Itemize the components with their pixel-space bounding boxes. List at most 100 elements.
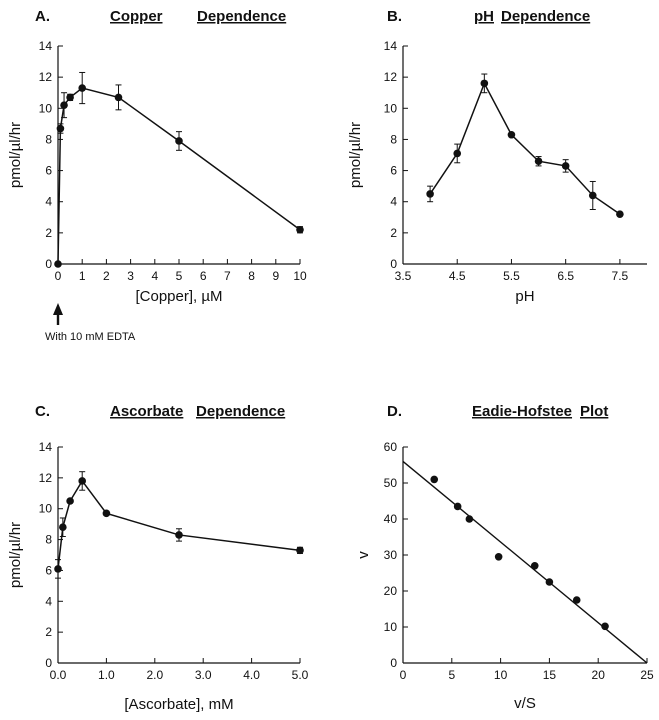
data-point	[494, 553, 503, 561]
x-axis-label: pH	[515, 288, 534, 305]
panel-title-word: Dependence	[197, 8, 286, 25]
y-tick-label: 12	[39, 70, 53, 84]
panel-title-word: Copper	[110, 8, 163, 25]
y-tick-label: 4	[45, 195, 52, 209]
x-tick-label: 4.5	[449, 269, 466, 283]
y-tick-label: 0	[390, 257, 397, 271]
edta-arrow-head	[53, 303, 63, 315]
data-point	[114, 93, 123, 102]
y-tick-label: 2	[390, 226, 397, 240]
x-tick-label: 0	[55, 269, 62, 283]
data-point	[66, 497, 74, 505]
y-tick-label: 10	[384, 620, 398, 634]
y-tick-label: 60	[384, 440, 398, 454]
y-tick-label: 2	[45, 226, 52, 240]
y-tick-label: 0	[45, 257, 52, 271]
x-tick-label: 4	[151, 269, 158, 283]
y-tick-label: 40	[384, 512, 398, 526]
y-tick-label: 14	[39, 440, 53, 454]
y-tick-label: 14	[384, 39, 398, 53]
panel-letter: A.	[35, 8, 50, 25]
x-tick-label: 15	[543, 668, 557, 682]
y-tick-label: 10	[39, 502, 53, 516]
y-tick-label: 12	[39, 471, 53, 485]
x-tick-label: 5.5	[503, 269, 520, 283]
y-tick-label: 14	[39, 39, 53, 53]
y-tick-label: 10	[384, 101, 398, 115]
x-tick-label: 1.0	[98, 668, 115, 682]
x-tick-label: 3.5	[395, 269, 412, 283]
y-tick-label: 50	[384, 476, 398, 490]
x-axis-label: [Ascorbate], mM	[124, 696, 233, 713]
data-point	[545, 578, 554, 586]
x-tick-label: 1	[79, 269, 86, 283]
panel-ph-dependence: B. pH Dependence 0 2 4 6 8 10 12 14 3.5 4.5 5.5 6.5 7.5…	[347, 8, 647, 305]
panel-title-word: Dependence	[196, 403, 285, 420]
x-axis-label: [Copper], µM	[135, 288, 222, 305]
y-tick-label: 12	[384, 70, 398, 84]
data-point	[616, 210, 624, 218]
panel-title-word: Plot	[580, 403, 608, 420]
x-tick-label: 9	[272, 269, 279, 283]
y-axis-label: v	[355, 551, 372, 559]
y-tick-label: 6	[45, 563, 52, 577]
x-tick-label: 4.0	[243, 668, 260, 682]
data-point	[453, 502, 462, 511]
data-point	[54, 260, 62, 268]
panel-letter: C.	[35, 403, 50, 420]
data-point	[453, 149, 462, 158]
x-tick-label: 5.0	[292, 668, 309, 682]
y-tick-label: 0	[390, 656, 397, 670]
data-point	[78, 477, 86, 485]
x-tick-label: 0	[400, 668, 407, 682]
data-point	[534, 157, 543, 166]
data-point	[561, 162, 570, 170]
x-tick-label: 5	[448, 668, 455, 682]
data-point	[430, 475, 439, 484]
x-tick-label: 6.5	[557, 269, 574, 283]
y-tick-label: 4	[390, 195, 397, 209]
y-axis-label: pmol/µl/hr	[7, 122, 24, 188]
regression-line	[402, 460, 648, 664]
panel-title-word: Dependence	[501, 8, 590, 25]
data-point	[465, 515, 474, 523]
data-point	[572, 596, 581, 604]
x-tick-label: 2.0	[146, 668, 163, 682]
series-line	[57, 479, 301, 569]
data-point	[78, 84, 86, 92]
series-line	[429, 81, 621, 215]
data-point	[54, 565, 62, 573]
x-axis-label: v/S	[514, 695, 536, 712]
data-point	[66, 93, 74, 102]
x-tick-label: 3	[127, 269, 134, 283]
data-point	[530, 562, 539, 570]
panel-eadie-hofstee-plot: D. Eadie-Hofstee Plot 0 10 20 30 40 50 60 0 5 10 15 20…	[355, 403, 654, 712]
x-tick-label: 5	[176, 269, 183, 283]
data-point	[102, 509, 111, 518]
y-axis-label: pmol/µl/hr	[7, 522, 24, 588]
x-tick-label: 7	[224, 269, 231, 283]
y-tick-label: 20	[384, 584, 398, 598]
y-tick-label: 2	[45, 625, 52, 639]
data-point	[175, 531, 183, 539]
panel-title-word: Eadie-Hofstee	[472, 403, 572, 420]
y-axis-label: pmol/µl/hr	[347, 122, 364, 188]
data-point	[601, 622, 609, 631]
data-point	[507, 130, 516, 139]
x-tick-label: 20	[592, 668, 606, 682]
panel-title-word: pH	[474, 8, 494, 25]
y-tick-label: 6	[390, 164, 397, 178]
y-tick-label: 30	[384, 548, 398, 562]
y-tick-label: 0	[45, 656, 52, 670]
y-tick-label: 8	[45, 533, 52, 547]
series-line	[57, 87, 301, 265]
y-tick-label: 6	[45, 164, 52, 178]
x-tick-label: 3.0	[195, 668, 212, 682]
x-tick-label: 7.5	[612, 269, 629, 283]
x-tick-label: 2	[103, 269, 110, 283]
data-point	[296, 225, 304, 234]
data-point	[588, 191, 597, 200]
x-tick-label: 10	[494, 668, 508, 682]
